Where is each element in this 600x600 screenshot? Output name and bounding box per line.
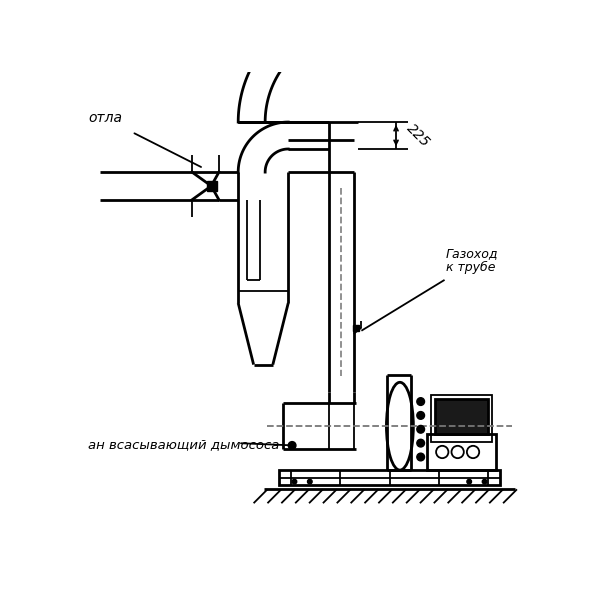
Circle shape [467,479,472,484]
Bar [206,181,217,191]
Circle shape [308,479,312,484]
Bar [427,434,496,470]
Circle shape [417,398,425,406]
Circle shape [417,412,425,419]
Text: Газоход: Газоход [446,247,499,260]
Bar [353,325,359,331]
Text: 225: 225 [404,121,433,150]
Circle shape [417,453,425,461]
Bar [434,399,488,434]
Circle shape [417,439,425,447]
Text: отла: отла [88,111,122,125]
Circle shape [292,479,297,484]
Bar [431,395,493,442]
Bar [279,470,500,485]
Text: ан всасывающий дымососа: ан всасывающий дымососа [88,438,280,451]
Circle shape [288,442,296,449]
Text: к трубе: к трубе [446,260,496,274]
Circle shape [417,425,425,433]
Circle shape [482,479,487,484]
